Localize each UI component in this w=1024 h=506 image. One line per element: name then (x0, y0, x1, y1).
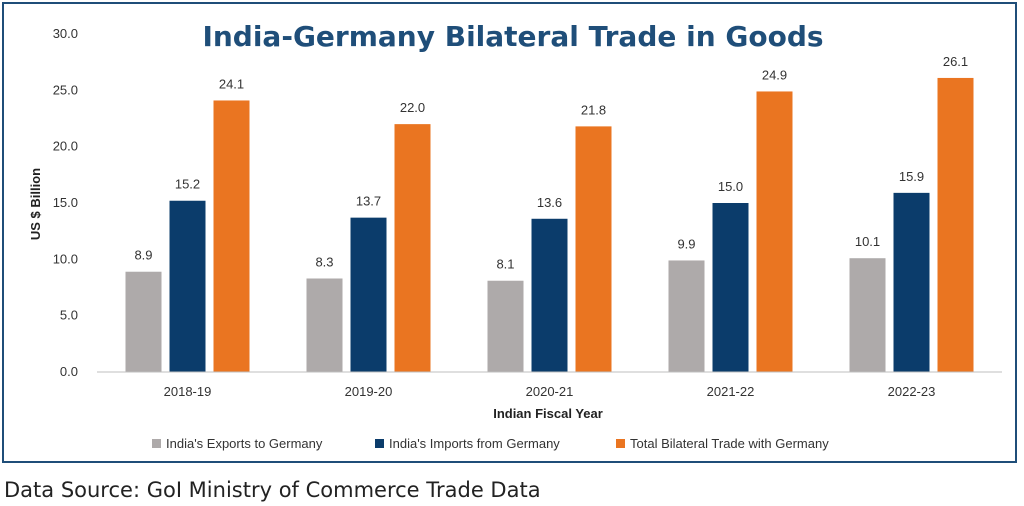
bar (937, 77, 974, 372)
y-tick-label: 0.0 (60, 364, 78, 379)
bar (712, 203, 749, 372)
bar-value-label: 8.3 (315, 254, 333, 269)
x-axis-ticks: 2018-19 2019-20 2020-21 2021-22 2022-23 (164, 384, 936, 399)
bar (575, 126, 612, 373)
bar (893, 192, 930, 372)
y-tick-label: 30.0 (53, 26, 78, 41)
bar-value-label: 9.9 (677, 236, 695, 251)
bar (531, 218, 568, 372)
bar (213, 100, 250, 373)
legend-label: India's Imports from Germany (389, 436, 560, 451)
y-axis-ticks: 0.0 5.0 10.0 15.0 20.0 25.0 30.0 (53, 26, 78, 379)
y-tick-label: 20.0 (53, 139, 78, 154)
legend-label: India's Exports to Germany (166, 436, 323, 451)
x-tick-label: 2019-20 (345, 384, 393, 399)
bar (668, 260, 705, 372)
bar (350, 217, 387, 372)
data-source-caption: Data Source: GoI Ministry of Commerce Tr… (4, 478, 541, 502)
y-tick-label: 25.0 (53, 82, 78, 97)
bar-value-label: 22.0 (400, 100, 425, 115)
x-tick-label: 2021-22 (707, 384, 755, 399)
x-tick-label: 2020-21 (526, 384, 574, 399)
x-tick-label: 2018-19 (164, 384, 212, 399)
bar (756, 91, 793, 373)
y-axis-label: US $ Billion (28, 168, 43, 240)
chart-title: India-Germany Bilateral Trade in Goods (202, 20, 823, 53)
bar-value-label: 13.6 (537, 195, 562, 210)
bar-value-label: 15.0 (718, 179, 743, 194)
y-tick-label: 15.0 (53, 195, 78, 210)
bar (849, 258, 886, 372)
bar-value-label: 24.9 (762, 67, 787, 82)
bar-value-label: 8.9 (134, 248, 152, 263)
bar-value-label: 15.9 (899, 169, 924, 184)
bar (169, 200, 206, 372)
bars: 8.9 15.2 24.1 8.3 13.7 22.0 8.1 13.6 21.8 9.9 15.0… (125, 54, 974, 373)
bar-value-label: 26.1 (943, 54, 968, 69)
bar-value-label: 24.1 (219, 76, 244, 91)
bar-value-label: 10.1 (855, 234, 880, 249)
bar-chart: India-Germany Bilateral Trade in Goods U… (28, 20, 1002, 451)
bar (487, 280, 524, 372)
x-axis-label: Indian Fiscal Year (493, 406, 603, 421)
bar (125, 271, 162, 372)
y-tick-label: 5.0 (60, 308, 78, 323)
legend-swatch (616, 439, 625, 448)
chart-frame: India-Germany Bilateral Trade in Goods U… (2, 2, 1017, 463)
y-tick-label: 10.0 (53, 251, 78, 266)
legend-label: Total Bilateral Trade with Germany (630, 436, 829, 451)
bar (394, 124, 431, 372)
legend-swatch (375, 439, 384, 448)
x-tick-label: 2022-23 (888, 384, 936, 399)
legend-swatch (152, 439, 161, 448)
bar-value-label: 21.8 (581, 102, 606, 117)
bar-value-label: 13.7 (356, 194, 381, 209)
bar (306, 278, 343, 372)
bar-value-label: 8.1 (496, 257, 514, 272)
bar-value-label: 15.2 (175, 177, 200, 192)
legend: India's Exports to Germany India's Import… (152, 436, 829, 451)
